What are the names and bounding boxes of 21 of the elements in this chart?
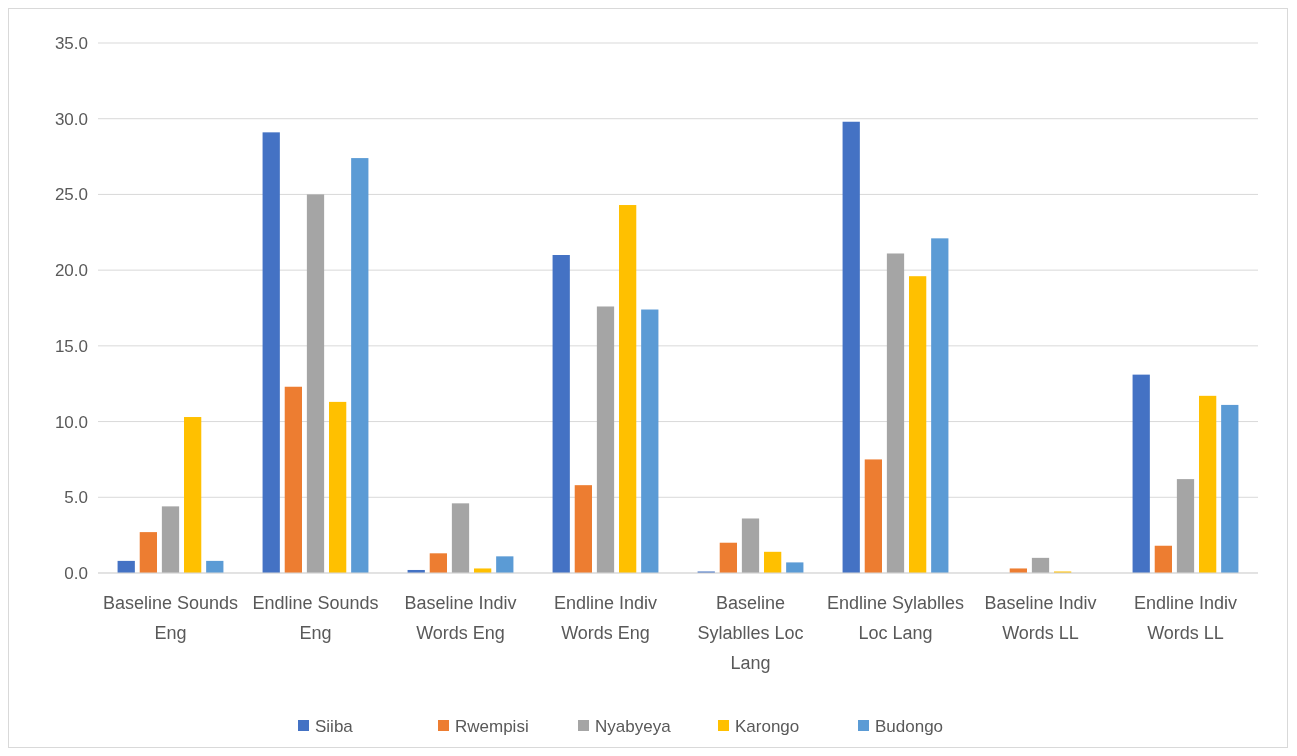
x-tick-label: Baseline Indiv Words LL <box>984 593 1097 643</box>
x-tick-label: Endline Sounds Eng <box>252 593 379 643</box>
legend-label: Nyabyeya <box>595 716 672 736</box>
y-tick-label: 10.0 <box>54 412 88 432</box>
y-tick-label: 30.0 <box>54 109 88 129</box>
x-tick-label: Baseline Sounds Eng <box>102 593 239 643</box>
y-tick-label: 35.0 <box>54 33 88 53</box>
y-tick-label: 25.0 <box>54 185 88 205</box>
x-tick-label: Endline Indiv Words LL <box>1133 593 1238 643</box>
x-tick-label: Endline Sylablles Loc Lang <box>826 593 965 643</box>
x-tick-label: Baseline Indiv Words Eng <box>404 593 517 643</box>
legend-label: Karongo <box>735 716 800 736</box>
y-tick-label: 20.0 <box>54 261 88 281</box>
y-tick-label: 0.0 <box>64 563 88 583</box>
y-tick-label: 15.0 <box>54 336 88 356</box>
y-tick-label: 5.0 <box>64 488 88 508</box>
legend-label: Siiba <box>315 716 354 736</box>
legend-label: Budongo <box>875 716 944 736</box>
x-tick-label: Baseline Sylablles Loc Lang <box>697 593 804 673</box>
legend-label: Rwempisi <box>455 716 529 736</box>
x-tick-label: Endline Indiv Words Eng <box>553 593 658 643</box>
